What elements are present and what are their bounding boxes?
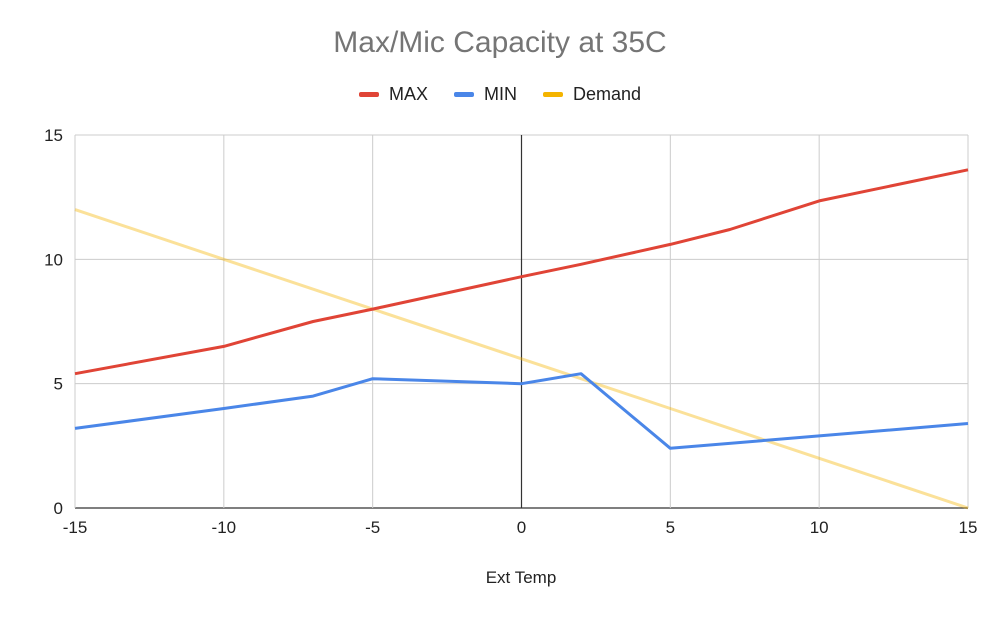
- legend-item-demand: Demand: [542, 84, 642, 105]
- legend-label: MAX: [388, 84, 428, 104]
- y-tick-label: 0: [54, 499, 63, 518]
- legend-item-max: MAX: [358, 84, 428, 105]
- x-tick-label: -5: [365, 518, 380, 537]
- legend-swatch: [542, 92, 563, 97]
- x-tick-label: -10: [212, 518, 237, 537]
- x-tick-label: 10: [810, 518, 829, 537]
- x-axis-label: Ext Temp: [486, 568, 557, 587]
- legend-item-min: MIN: [453, 84, 517, 105]
- x-tick-label: 15: [959, 518, 978, 537]
- legend-label: MIN: [483, 84, 517, 104]
- series-line-max: [74, 168, 969, 376]
- legend-swatch: [358, 92, 379, 97]
- x-tick-labels: -15 -10 -5 0 5 10 15: [63, 518, 978, 537]
- x-tick-label: 0: [517, 518, 526, 537]
- legend-swatch: [453, 92, 474, 97]
- x-tick-label: -15: [63, 518, 88, 537]
- y-tick-labels: 0 5 10 15: [44, 126, 63, 518]
- series-line-demand: [74, 208, 969, 510]
- chart-title: Max/Mic Capacity at 35C: [333, 26, 667, 59]
- y-tick-label: 15: [44, 126, 63, 145]
- grid-lines: [74, 134, 969, 509]
- series-lines: [74, 168, 969, 510]
- y-tick-label: 10: [44, 250, 63, 269]
- series-line-min: [74, 372, 969, 450]
- x-tick-label: 5: [666, 518, 675, 537]
- legend-label: Demand: [572, 84, 642, 104]
- chart-legend: MAX MIN Demand: [0, 84, 1000, 105]
- y-tick-label: 5: [54, 375, 63, 394]
